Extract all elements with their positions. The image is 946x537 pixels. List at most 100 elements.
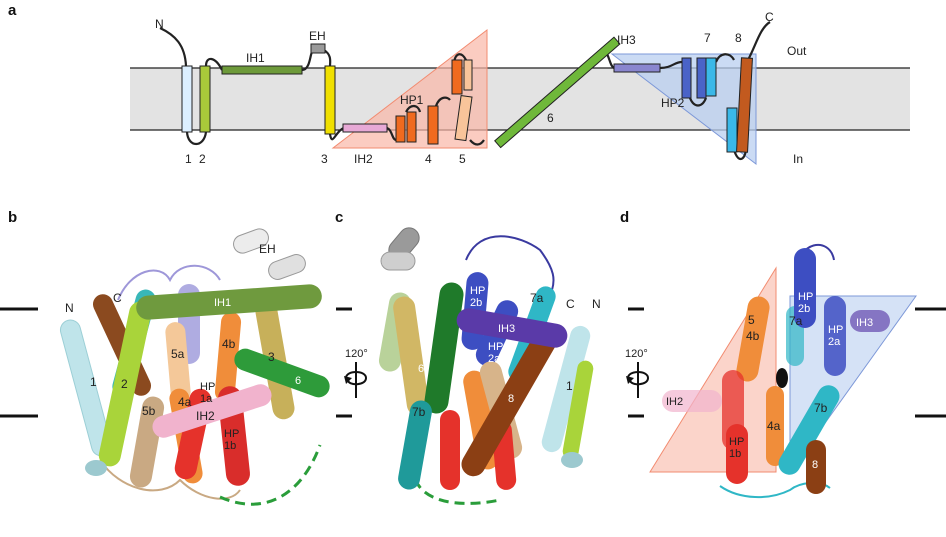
side-out-label: Out	[787, 44, 807, 58]
panel-d-hp1b-label: HP 1b	[729, 436, 744, 460]
helix-5-upper-b	[463, 59, 473, 91]
helix-7-upper	[705, 57, 717, 97]
panel-c-rotation-arrow-icon	[344, 362, 368, 398]
triangle-right-repeat	[610, 53, 757, 166]
helix-7-lower	[726, 107, 738, 153]
loop-ih1-eh	[301, 51, 314, 72]
panel-c-7a-label: 7a	[530, 291, 544, 305]
helix-2-label: 2	[199, 152, 206, 166]
panel-c-loop-top	[465, 235, 555, 291]
membrane-markers	[0, 307, 946, 418]
panel-d-triangle-left	[649, 266, 777, 473]
ih2-label: IH2	[354, 152, 373, 166]
panel-b-helix-ih1	[136, 284, 322, 320]
panel-d-helix-hp1b	[726, 424, 748, 484]
helix-3	[324, 65, 336, 135]
panel-d-rotation-label: 120°	[625, 348, 648, 360]
loop-hp2-7	[714, 53, 735, 63]
panel-c-hp2a-label: HP 2a	[488, 341, 503, 365]
ih3-label: IH3	[617, 33, 636, 47]
helix-8	[736, 57, 753, 153]
helix-5-lower	[454, 94, 473, 142]
panel-c-7b-label: 7b	[412, 405, 426, 419]
panel-c-helix-red-a	[440, 410, 460, 490]
panel-d-helix-ih2	[662, 390, 722, 412]
loop-ih3-hp2	[659, 60, 683, 70]
panel-c-helix-6-label: 6	[418, 363, 424, 375]
panel-c-ih3-label: IH3	[498, 323, 515, 335]
helix-1-label: 1	[185, 152, 192, 166]
panel-b-helix-6	[234, 348, 330, 398]
n-terminal-tail	[159, 27, 188, 67]
panel-d-helix-4a	[766, 386, 784, 466]
panel-d-7a-label: 7a	[789, 314, 803, 328]
panel-b-helix-3-label: 3	[268, 350, 275, 364]
panel-d: d 120° 5 4b 7a HP 2b HP 2a IH3	[620, 209, 917, 499]
panel-b-helix-1-cap	[85, 460, 107, 476]
panel-c-hp2b-label: HP 2b	[470, 285, 485, 309]
ih1-label: IH1	[246, 51, 265, 65]
panel-b-c-label: C	[113, 291, 122, 305]
panel-a: a	[8, 2, 910, 166]
helix-2	[199, 65, 211, 133]
helix-4-label: 4	[425, 152, 432, 166]
panel-c-helix-1	[541, 325, 591, 453]
helix-hp1-a	[395, 115, 406, 143]
panel-d-helix-8-label: 8	[812, 459, 818, 471]
panel-b-n-label: N	[65, 301, 74, 315]
panel-d-helix-hp2b	[794, 248, 816, 328]
panel-d-helix-8	[806, 440, 826, 494]
helix-6-label: 6	[547, 111, 554, 125]
panel-c-helix-tan	[393, 296, 429, 416]
panel-c-helix-8	[461, 325, 559, 477]
helix-1	[181, 65, 193, 133]
panel-b-loop-bottom	[99, 459, 241, 500]
panel-d-hp2a-label: HP 2a	[828, 324, 843, 348]
panel-d-ih3-label: IH3	[856, 317, 873, 329]
c-terminus-label: C	[765, 10, 774, 24]
panel-b-helix-4b-label: 4b	[222, 337, 236, 351]
panel-c-helix-lime	[562, 360, 594, 460]
panel-c-helix-ih3	[456, 308, 568, 348]
panel-c: c 120° N C	[335, 209, 601, 505]
helix-eh	[310, 43, 326, 54]
helix-4	[427, 105, 439, 145]
helix-5-upper	[451, 59, 463, 95]
panel-d-ih2-label: IH2	[666, 396, 683, 408]
triangle-left-repeat	[331, 28, 488, 149]
panel-b-loop-top	[117, 264, 221, 301]
panel-b-ih1-label: IH1	[214, 297, 231, 309]
panel-b-helix-1-label: 1	[90, 375, 97, 389]
panel-c-rotation-label: 120°	[345, 348, 368, 360]
hp2-label: HP2	[661, 96, 685, 110]
loop-2-ih1	[204, 57, 223, 71]
panel-b-eh-label: EH	[259, 242, 276, 256]
panel-c-letter: c	[335, 209, 343, 226]
loop-hp2-in	[688, 97, 708, 107]
loop-1-2-in	[185, 131, 208, 146]
panel-b-helix-2	[98, 301, 152, 467]
panel-b-letter: b	[8, 209, 17, 226]
loop-3-ih2	[328, 126, 345, 141]
loop-eh-3	[323, 49, 332, 67]
panel-d-helix-7b	[778, 385, 840, 475]
helix-8-label: 8	[735, 31, 742, 45]
helix-hp1-b	[406, 111, 417, 143]
helix-ih1	[221, 65, 303, 75]
panel-d-4b-label: 4b	[746, 329, 760, 343]
panel-b-helix-4b	[214, 312, 242, 402]
loop-5-6	[469, 139, 485, 146]
panel-d-4a-label: 4a	[767, 419, 781, 433]
panel-b-hp1b-label: HP 1b	[224, 428, 239, 452]
panel-d-letter: d	[620, 209, 629, 226]
loop-hp1-4	[405, 104, 422, 113]
panel-b-helix-5a	[165, 322, 191, 402]
helix-7-label: 7	[704, 31, 711, 45]
panel-b-ih2-label: IH2	[196, 409, 215, 423]
helix-ih3	[613, 63, 661, 73]
panel-d-helix-hp2a	[824, 296, 846, 376]
panel-c-helix-6	[424, 282, 464, 414]
panel-b-hp1a-label: HP 1a	[200, 381, 215, 405]
helix-5-label: 5	[459, 152, 466, 166]
panel-b-helix-4a-label: 4a	[178, 395, 192, 409]
